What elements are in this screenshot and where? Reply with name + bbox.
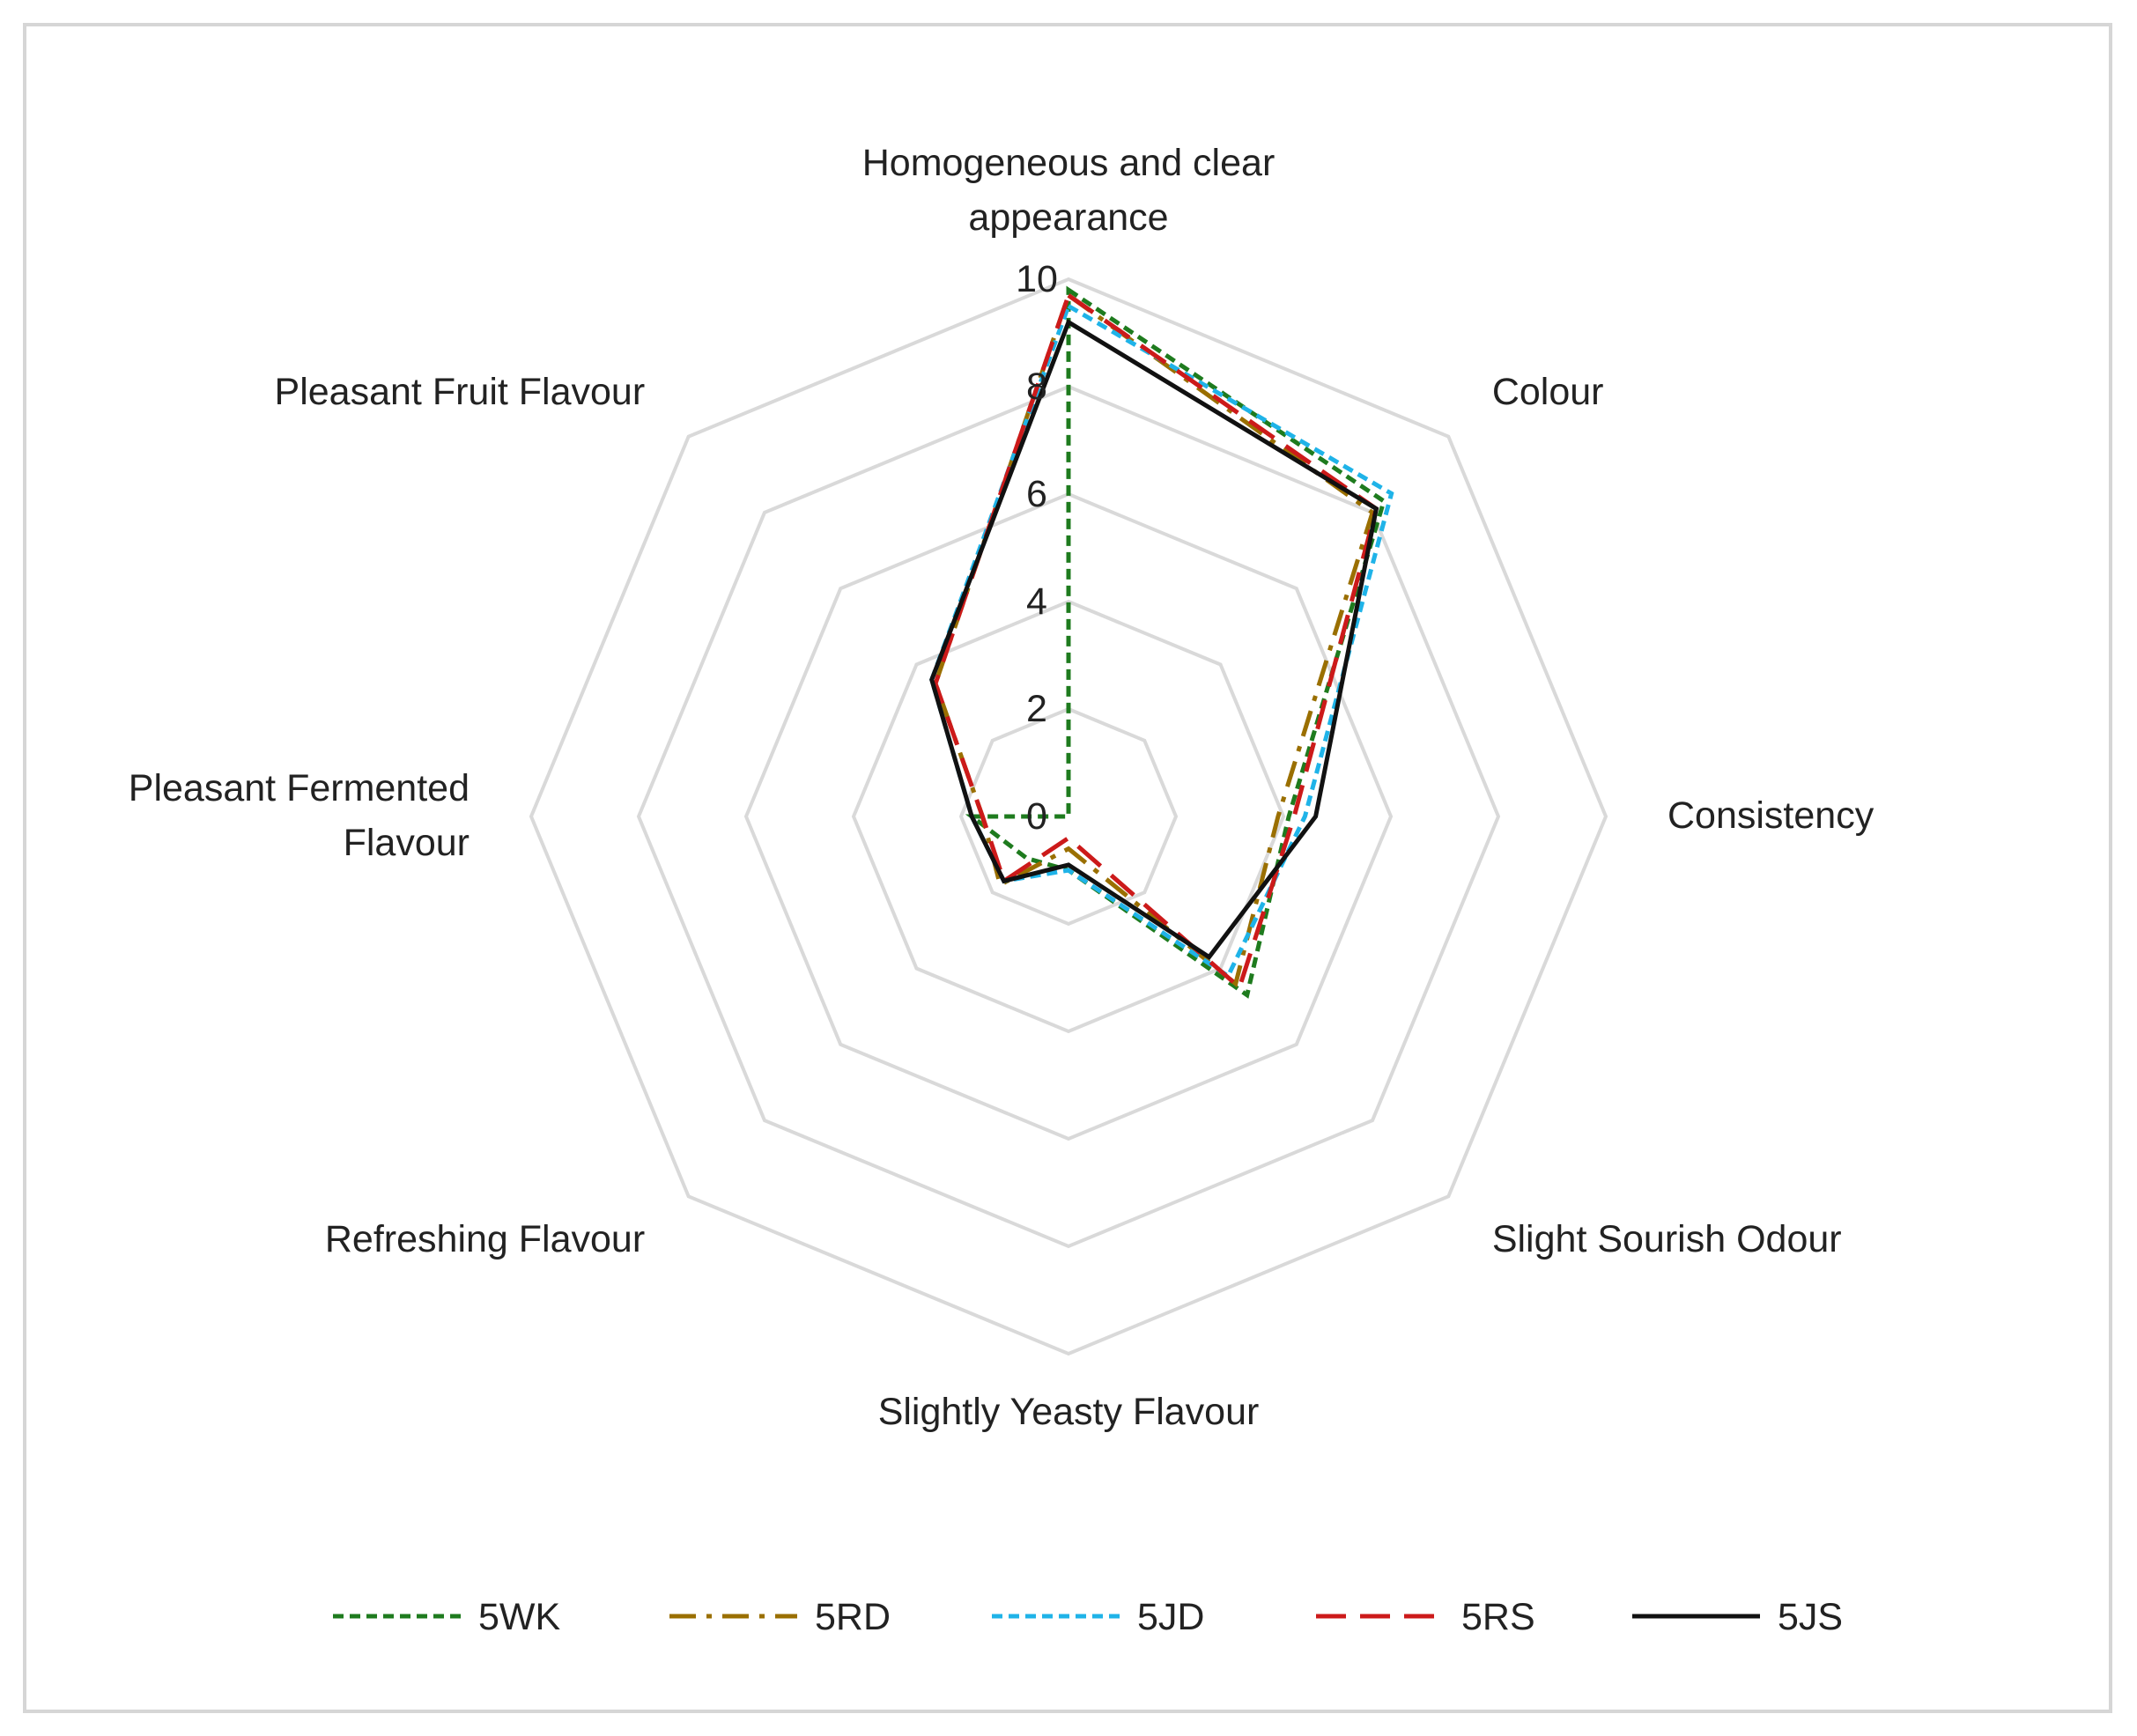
axis-label-3-line-0: Slight Sourish Odour: [1492, 1218, 1842, 1260]
tick-label-6: 6: [1026, 473, 1047, 515]
axis-label-1-line-0: Colour: [1492, 371, 1604, 413]
legend-label-5wk: 5WK: [478, 1596, 561, 1638]
axis-label-6-line-1: Flavour: [344, 822, 470, 864]
legend-label-5rs: 5RS: [1461, 1596, 1535, 1638]
radar-grid: [529, 277, 1608, 1356]
axis-label-7-line-0: Pleasant Fruit Flavour: [275, 371, 646, 413]
series-line-5rd: [933, 292, 1375, 988]
tick-labels: 0 2 4 6 8 10: [1016, 258, 1058, 838]
axis-label-2-line-0: Consistency: [1667, 794, 1874, 837]
series-line-5js: [929, 319, 1379, 960]
axis-label-4-line-0: Slightly Yeasty Flavour: [878, 1391, 1260, 1433]
legend-label-5js: 5JS: [1778, 1596, 1843, 1638]
tick-label-10: 10: [1016, 258, 1058, 300]
axis-label-6-line-0: Pleasant Fermented: [129, 767, 470, 809]
legend-label-5jd: 5JD: [1137, 1596, 1204, 1638]
axis-label-0-line-0: Homogeneous and clear: [862, 142, 1276, 184]
tick-label-0: 0: [1026, 795, 1047, 838]
series-line-5rs: [933, 292, 1379, 992]
grid-ring-2: [958, 706, 1179, 927]
grid-ring-4: [851, 599, 1286, 1034]
axis-labels: Homogeneous and clear appearance Colour Con…: [129, 142, 1874, 1433]
series-layer: [929, 285, 1394, 999]
tick-label-2: 2: [1026, 688, 1047, 730]
axis-label-0-line-1: appearance: [968, 196, 1168, 239]
tick-label-8: 8: [1026, 366, 1047, 408]
grid-ring-10: [529, 277, 1608, 1356]
grid-ring-6: [743, 491, 1394, 1141]
tick-label-4: 4: [1026, 580, 1047, 623]
legend: 5WK 5RD 5JD 5RS 5JS: [333, 1596, 1843, 1638]
legend-label-5rd: 5RD: [815, 1596, 891, 1638]
axis-label-5-line-0: Refreshing Flavour: [325, 1218, 645, 1260]
grid-ring-8: [636, 384, 1501, 1249]
